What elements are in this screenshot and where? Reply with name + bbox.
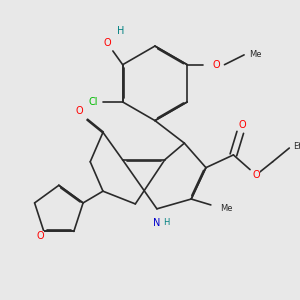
- Text: Et: Et: [293, 142, 300, 151]
- Text: H: H: [164, 218, 170, 227]
- Text: O: O: [213, 60, 220, 70]
- Text: O: O: [103, 38, 111, 48]
- Text: O: O: [238, 119, 246, 130]
- Text: Cl: Cl: [88, 97, 98, 107]
- Text: O: O: [252, 170, 260, 181]
- Text: O: O: [76, 106, 83, 116]
- Text: H: H: [117, 26, 124, 36]
- Text: N: N: [153, 218, 161, 228]
- Text: O: O: [36, 231, 44, 241]
- Text: Me: Me: [250, 50, 262, 59]
- Text: Me: Me: [220, 204, 233, 213]
